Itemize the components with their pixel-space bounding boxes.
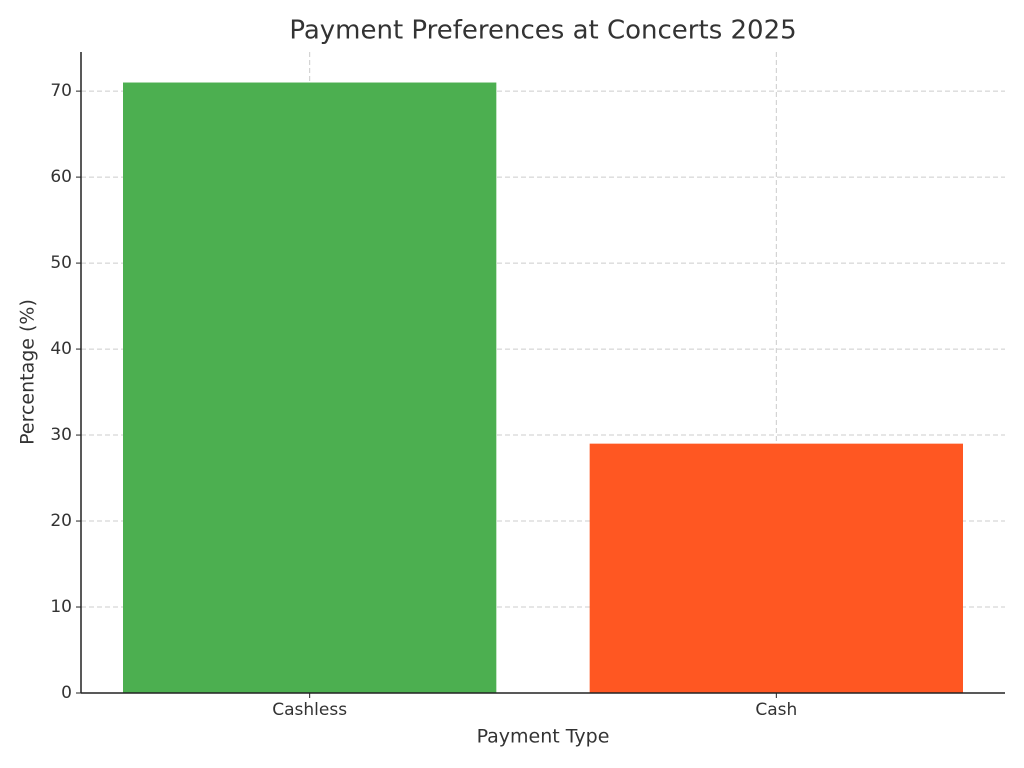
- y-tick-label: 20: [50, 511, 72, 531]
- x-tick-label: Cashless: [272, 700, 347, 720]
- bar: [123, 82, 497, 694]
- y-tick-label: 0: [61, 683, 72, 703]
- y-tick-label: 40: [50, 339, 72, 359]
- y-axis-label: Percentage (%): [17, 299, 39, 445]
- chart-title: Payment Preferences at Concerts 2025: [289, 16, 796, 46]
- y-tick-label: 70: [50, 81, 72, 101]
- x-axis-label: Payment Type: [477, 726, 610, 748]
- y-tick-label: 50: [50, 253, 72, 273]
- bar: [589, 443, 963, 693]
- y-tick-label: 30: [50, 425, 72, 445]
- y-tick-label: 10: [50, 597, 72, 617]
- y-tick-label: 60: [50, 167, 72, 187]
- x-tick-label: Cash: [755, 700, 797, 720]
